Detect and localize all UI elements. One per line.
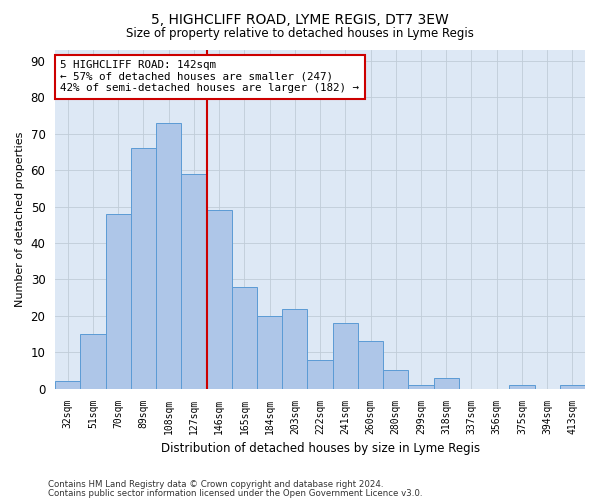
Text: Contains public sector information licensed under the Open Government Licence v3: Contains public sector information licen… xyxy=(48,488,422,498)
X-axis label: Distribution of detached houses by size in Lyme Regis: Distribution of detached houses by size … xyxy=(161,442,479,455)
Bar xyxy=(509,385,535,388)
Bar xyxy=(332,323,358,388)
Text: Size of property relative to detached houses in Lyme Regis: Size of property relative to detached ho… xyxy=(126,28,474,40)
Text: 5, HIGHCLIFF ROAD, LYME REGIS, DT7 3EW: 5, HIGHCLIFF ROAD, LYME REGIS, DT7 3EW xyxy=(151,12,449,26)
Bar xyxy=(358,342,383,388)
Bar xyxy=(307,360,332,388)
Bar xyxy=(409,385,434,388)
Bar xyxy=(434,378,459,388)
Bar xyxy=(106,214,131,388)
Bar xyxy=(560,385,585,388)
Bar xyxy=(156,123,181,388)
Bar xyxy=(55,382,80,388)
Text: 5 HIGHCLIFF ROAD: 142sqm
← 57% of detached houses are smaller (247)
42% of semi-: 5 HIGHCLIFF ROAD: 142sqm ← 57% of detach… xyxy=(61,60,359,94)
Bar xyxy=(131,148,156,388)
Bar xyxy=(80,334,106,388)
Y-axis label: Number of detached properties: Number of detached properties xyxy=(15,132,25,307)
Bar xyxy=(257,316,282,388)
Bar xyxy=(206,210,232,388)
Bar xyxy=(232,286,257,388)
Text: Contains HM Land Registry data © Crown copyright and database right 2024.: Contains HM Land Registry data © Crown c… xyxy=(48,480,383,489)
Bar xyxy=(282,308,307,388)
Bar xyxy=(181,174,206,388)
Bar xyxy=(383,370,409,388)
